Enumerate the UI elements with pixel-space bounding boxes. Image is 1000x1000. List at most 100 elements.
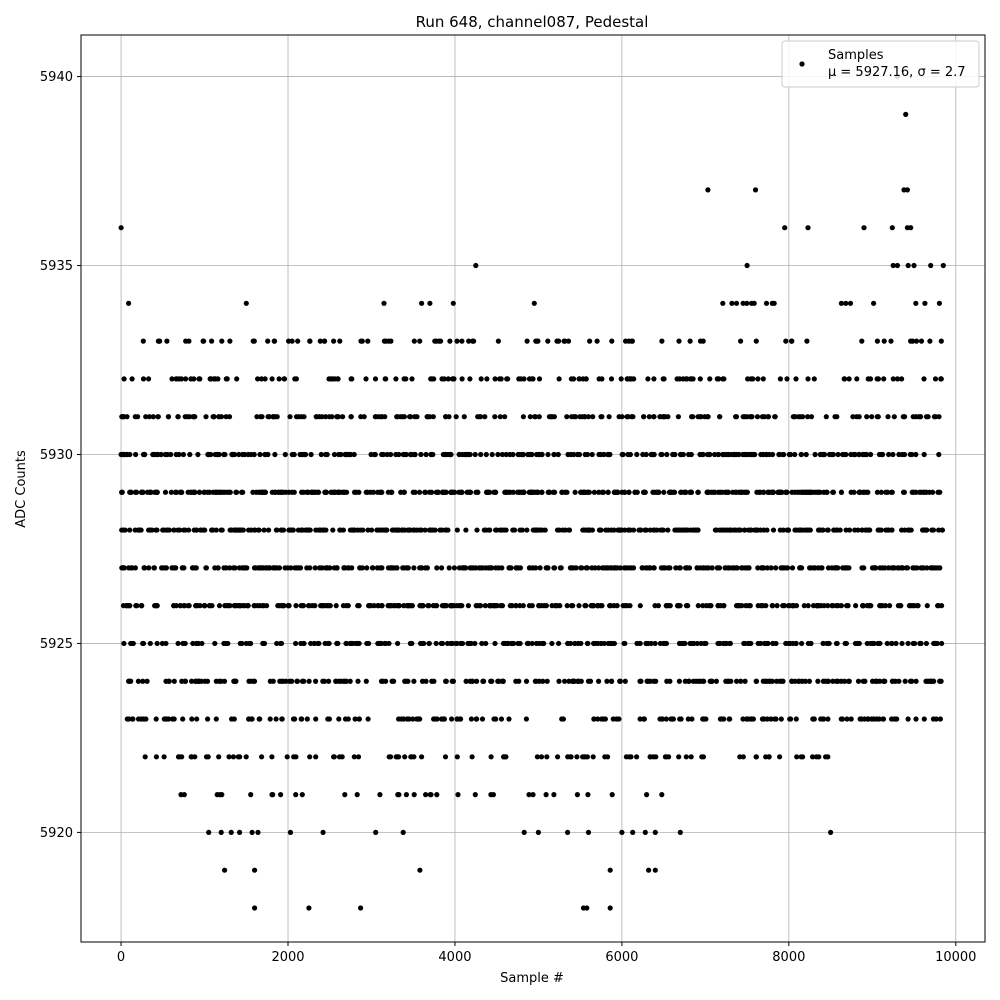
data-point (212, 376, 218, 382)
data-point (233, 678, 239, 684)
data-point (236, 451, 242, 458)
data-point (258, 376, 265, 382)
data-point (499, 565, 505, 571)
data-point (169, 376, 175, 382)
data-point (140, 338, 146, 344)
data-point (417, 867, 423, 873)
data-point (639, 565, 645, 571)
data-point (427, 527, 433, 533)
data-point (626, 489, 632, 495)
data-point (173, 376, 179, 382)
data-point (759, 414, 766, 420)
data-point (126, 300, 132, 306)
data-point (699, 451, 705, 458)
data-point (784, 527, 790, 533)
data-point (826, 640, 832, 647)
data-point (218, 527, 224, 533)
legend-label: Samples (828, 48, 884, 63)
data-point (332, 489, 339, 495)
data-point (643, 565, 649, 571)
data-point (377, 792, 383, 798)
data-point (744, 300, 750, 306)
data-point (205, 451, 211, 458)
data-point (333, 603, 339, 609)
legend: Samples μ = 5927.16, σ = 2.7 (781, 40, 980, 88)
data-point (628, 754, 634, 760)
data-point (922, 300, 928, 306)
data-point (924, 527, 930, 533)
data-point (596, 678, 602, 684)
data-point (216, 603, 223, 609)
data-point (435, 489, 441, 495)
data-point (401, 376, 407, 382)
data-point (574, 754, 580, 760)
data-point (517, 527, 523, 533)
data-point (305, 603, 312, 609)
data-point (159, 640, 165, 647)
data-point (471, 338, 477, 344)
data-point (203, 414, 209, 420)
data-point (571, 414, 577, 420)
data-point (865, 489, 871, 495)
data-point (481, 527, 487, 533)
data-point (454, 338, 460, 344)
data-point (572, 489, 578, 495)
data-point (373, 829, 379, 836)
data-point (317, 527, 323, 533)
data-point (189, 678, 195, 684)
data-point (491, 716, 497, 722)
data-point (609, 338, 615, 344)
data-point (745, 376, 751, 382)
data-point (678, 716, 684, 722)
data-point (379, 565, 385, 571)
data-point (742, 527, 748, 533)
data-point (427, 300, 433, 306)
data-point (894, 716, 900, 722)
data-point (153, 754, 159, 760)
data-point (806, 489, 812, 495)
data-point (306, 678, 312, 684)
data-point (815, 678, 821, 684)
data-point (418, 451, 424, 458)
data-point (209, 527, 215, 533)
data-point (497, 527, 503, 533)
data-point (642, 527, 648, 533)
data-point (252, 867, 258, 873)
data-point (408, 754, 414, 760)
data-point (763, 640, 769, 647)
data-point (459, 603, 465, 609)
data-point (164, 338, 170, 344)
data-point (769, 603, 775, 609)
data-point (437, 527, 443, 533)
data-point (241, 603, 247, 609)
data-point (864, 640, 870, 647)
data-point (118, 225, 124, 231)
data-point (707, 376, 713, 382)
data-point (543, 603, 550, 609)
data-point (845, 678, 852, 684)
data-point (364, 489, 371, 495)
data-point (395, 640, 401, 647)
data-point (191, 376, 197, 382)
data-point (365, 338, 371, 344)
data-point (937, 716, 944, 722)
data-point (825, 716, 831, 722)
data-point (257, 451, 263, 458)
data-point (928, 262, 934, 269)
data-point (194, 716, 200, 722)
data-point (204, 678, 211, 684)
data-point (450, 678, 456, 684)
data-point (359, 565, 365, 571)
data-point (434, 792, 440, 798)
data-point (869, 414, 875, 420)
data-point (560, 527, 566, 533)
data-point (878, 603, 884, 609)
data-point (309, 489, 315, 495)
data-point (871, 300, 877, 306)
data-point (302, 527, 309, 533)
data-point (937, 565, 943, 571)
data-point (201, 603, 207, 609)
data-point (173, 603, 179, 609)
data-point (393, 376, 399, 382)
data-point (539, 640, 545, 647)
